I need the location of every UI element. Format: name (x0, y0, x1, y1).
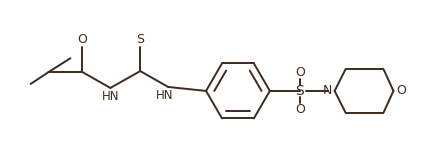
Text: HN: HN (155, 89, 173, 102)
Text: O: O (295, 103, 305, 116)
Text: O: O (78, 33, 87, 46)
Text: S: S (136, 33, 144, 46)
Text: HN: HN (102, 90, 119, 103)
Text: O: O (396, 84, 406, 97)
Text: S: S (295, 84, 304, 98)
Text: N: N (323, 84, 332, 97)
Text: O: O (295, 66, 305, 79)
